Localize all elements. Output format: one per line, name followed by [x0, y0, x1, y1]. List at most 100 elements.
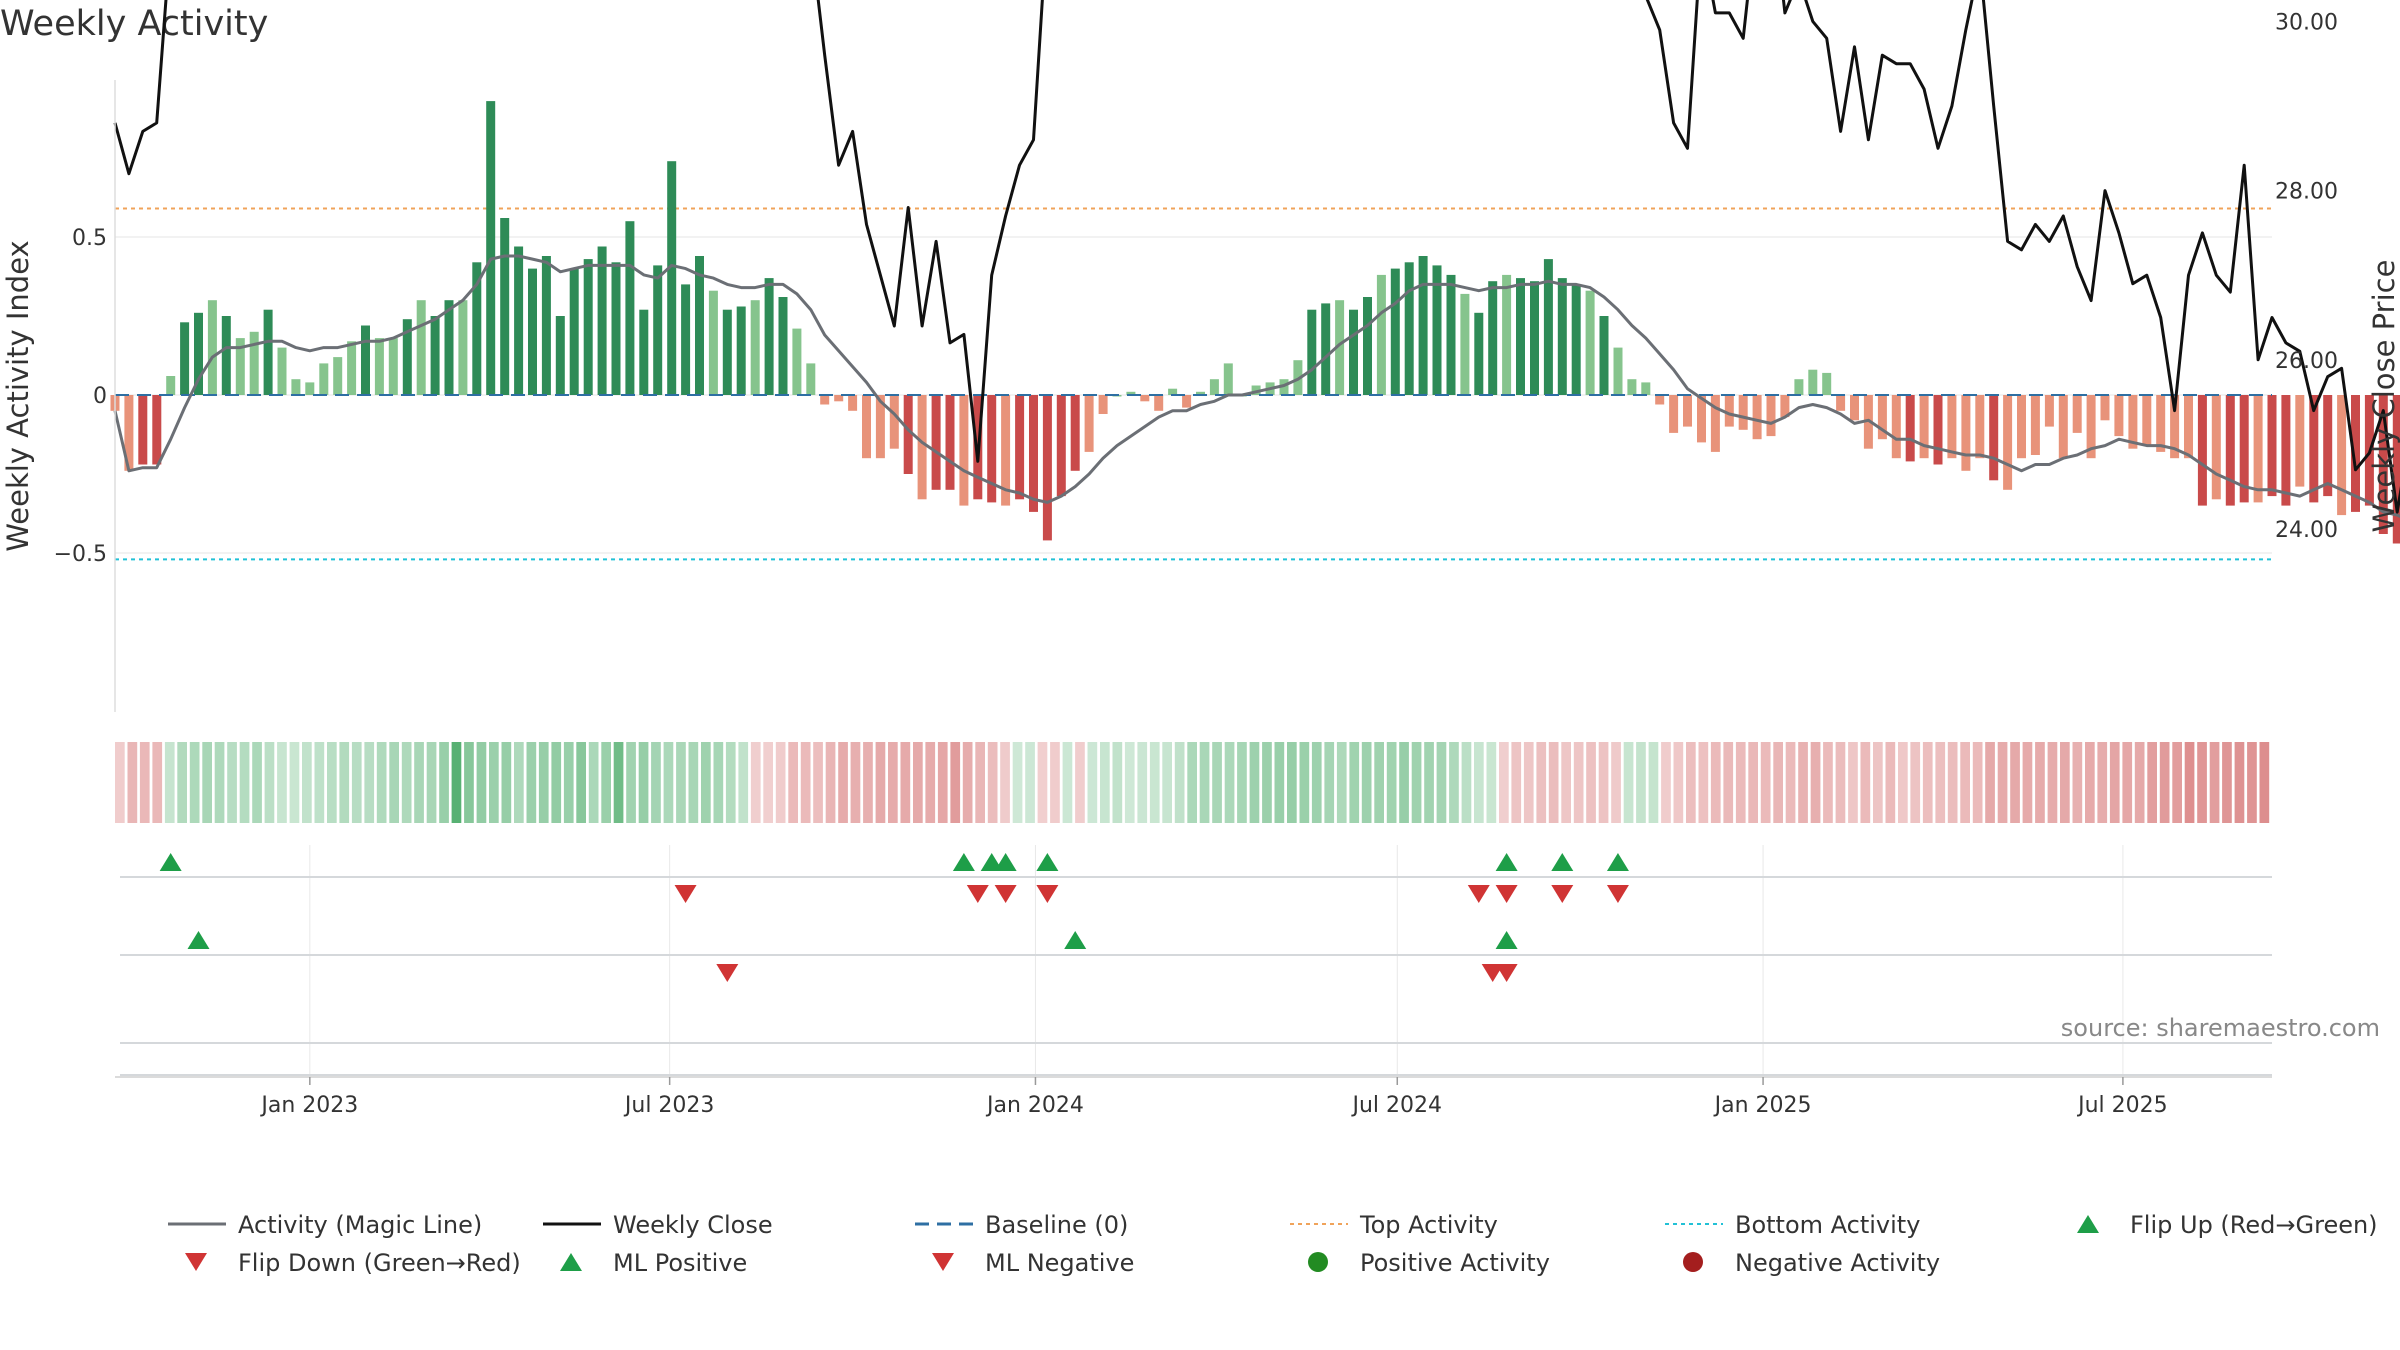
heat-cell-52	[763, 742, 773, 823]
heat-cell-128	[1710, 742, 1721, 823]
heat-cell-105	[1424, 742, 1434, 823]
activity-bar-129	[1905, 395, 1915, 462]
heat-cell-43	[651, 742, 661, 823]
activity-bar-45	[736, 306, 746, 395]
heat-cell-158	[2085, 742, 2095, 823]
heat-cell-31	[501, 742, 512, 823]
activity-bar-149	[2184, 395, 2193, 459]
activity-bar-53	[848, 395, 858, 411]
activity-bar-9	[235, 338, 245, 395]
activity-bar-92	[1390, 268, 1400, 395]
activity-bar-46	[750, 300, 760, 395]
ml-positive-marker-1	[1064, 931, 1087, 949]
activity-bar-51	[820, 395, 830, 405]
heat-cell-12	[264, 742, 275, 823]
activity-bar-152	[2225, 395, 2235, 506]
activity-bar-29	[514, 246, 524, 395]
activity-bar-97	[1460, 293, 1470, 395]
left-tick-label-2: 0.5	[72, 226, 107, 251]
heat-cell-47	[701, 742, 711, 823]
legend-swatch-9	[1308, 1252, 1328, 1272]
ml-positive-marker-0	[187, 931, 210, 949]
heat-cell-154	[2035, 742, 2045, 823]
activity-bar-108	[1613, 347, 1623, 395]
legend-label-9: Positive Activity	[1360, 1249, 1550, 1277]
activity-bar-110	[1641, 382, 1651, 395]
legend-item-1: Weekly Close	[543, 1211, 773, 1239]
heat-cell-24	[414, 742, 424, 823]
activity-bar-18	[361, 325, 370, 395]
heat-cell-117	[1573, 742, 1584, 823]
heat-cell-131	[1748, 742, 1758, 823]
activity-bar-113	[1683, 395, 1692, 427]
source-credit: source: sharemaestro.com	[2060, 1014, 2380, 1042]
heat-cell-20	[364, 742, 375, 823]
activity-bar-156	[2281, 395, 2291, 506]
heat-cell-58	[838, 742, 848, 823]
heat-cell-30	[489, 742, 499, 823]
activity-bar-130	[1919, 395, 1929, 459]
activity-bar-58	[917, 395, 927, 500]
x-tick-label-1: Jul 2023	[623, 1093, 715, 1118]
activity-bar-143	[2100, 395, 2110, 421]
heat-cell-25	[426, 742, 437, 823]
activity-bar-163	[2378, 395, 2388, 534]
magic-line	[113, 254, 2400, 519]
heat-cell-163	[2147, 742, 2157, 823]
activity-bar-132	[1947, 395, 1957, 459]
heat-cell-143	[1898, 742, 1908, 823]
legend-label-6: Flip Down (Green→Red)	[238, 1249, 521, 1277]
activity-bar-14	[305, 382, 315, 395]
left-tick-label-1: 0	[93, 384, 107, 409]
activity-bar-47	[764, 278, 774, 395]
ml-positive-marker-2	[1495, 931, 1518, 949]
ml-negative-marker-2	[1495, 964, 1518, 982]
flip-up-marker-5	[1495, 853, 1518, 871]
heat-cell-50	[738, 742, 749, 823]
heat-cell-147	[1947, 742, 1958, 823]
activity-bar-124	[1836, 395, 1846, 411]
activity-bar-3	[152, 395, 162, 465]
legend-item-0: Activity (Magic Line)	[168, 1211, 482, 1239]
activity-bar-17	[347, 341, 357, 395]
weekly-close-line	[113, 0, 2400, 514]
heat-cell-29	[476, 742, 487, 823]
heat-cell-78	[1087, 742, 1098, 823]
heat-cell-62	[888, 742, 898, 823]
legend-item-10: Negative Activity	[1683, 1249, 1940, 1277]
heat-cell-9	[227, 742, 237, 823]
heat-cell-69	[975, 742, 985, 823]
activity-bar-33	[569, 268, 579, 395]
activity-bar-105	[1571, 284, 1581, 395]
heat-cell-57	[825, 742, 836, 823]
heat-cell-115	[1548, 742, 1559, 823]
heat-cell-61	[875, 742, 886, 823]
flip-down-marker-3	[1036, 885, 1059, 903]
flip-down-marker-0	[674, 885, 697, 903]
heat-cell-46	[688, 742, 699, 823]
activity-bar-111	[1655, 395, 1665, 405]
heat-cell-84	[1162, 742, 1172, 823]
flip-down-marker-7	[1606, 885, 1629, 903]
chart-title: Weekly Activity	[0, 4, 269, 44]
heat-cell-132	[1760, 742, 1771, 823]
activity-bar-69	[1070, 395, 1080, 471]
activity-bar-12	[277, 347, 287, 395]
heat-cell-48	[713, 742, 724, 823]
activity-bar-64	[1001, 395, 1011, 506]
flip-down-marker-1	[966, 885, 989, 903]
heat-cell-116	[1561, 742, 1571, 823]
heat-cell-32	[514, 742, 524, 823]
flip-up-marker-3	[994, 853, 1017, 871]
heat-cell-14	[289, 742, 300, 823]
activity-bar-103	[1543, 259, 1553, 395]
heat-cell-82	[1137, 742, 1148, 823]
activity-bar-164	[2392, 395, 2400, 544]
activity-bar-44	[722, 309, 732, 395]
heat-cell-99	[1349, 742, 1360, 823]
activity-bar-41	[681, 284, 691, 395]
x-tick-label-3: Jul 2024	[1351, 1093, 1443, 1118]
heat-cell-151	[1997, 742, 2008, 823]
heat-cell-161	[2122, 742, 2133, 823]
activity-bar-76	[1168, 388, 1178, 395]
